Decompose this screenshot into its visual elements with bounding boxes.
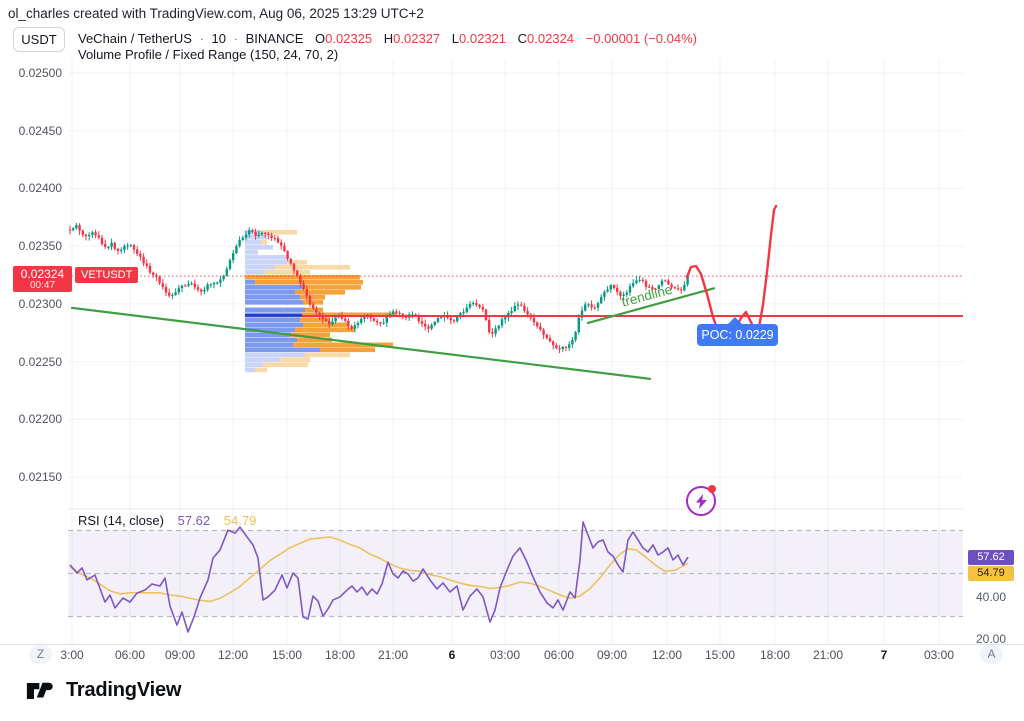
rsi-line [69,521,689,633]
price-tick-label: 0.02500 [18,66,62,80]
separator-dot: · [199,31,204,46]
time-tick-label: 18:00 [324,648,356,662]
low-label: L [451,31,460,46]
rsi-legend[interactable]: RSI (14, close) 57.62 54.79 [78,513,256,528]
symbol-interval[interactable]: 10 [211,31,227,46]
rsi-title: RSI (14, close) [78,513,164,528]
high-value: 0.02327 [393,31,441,46]
low-value: 0.02321 [459,31,507,46]
price-levels [245,314,963,317]
symbol-price-badge: VETUSDT [75,267,139,283]
rsi-plot [68,521,963,633]
volume-profile [245,229,397,373]
rsi-ma-value: 54.79 [223,513,257,528]
separator-dot: · [233,31,238,46]
symbol-name[interactable]: VeChain / TetherUS [78,31,192,46]
time-tick-label: 03:00 [489,648,521,662]
price-tick-label: 0.02350 [18,239,62,254]
open-label: O [315,31,326,46]
poc-callout-text: POC: 0.0229 [701,328,774,342]
attribution-text: ol_charles created with TradingView.com,… [8,6,424,21]
high-label: H [383,31,394,46]
price-tick-label: 0.02200 [18,412,62,427]
time-tick-label: 09:00 [164,648,196,662]
price-tick-label: 0.02450 [18,123,62,138]
close-value: 0.02324 [527,31,575,46]
rsi-scale-label-40: 40.00 [975,590,1007,604]
tradingview-logo: TradingView [26,679,181,702]
time-tick-label: 15:00 [704,648,736,662]
time-tick-label: 06:00 [114,648,146,662]
indicator-title[interactable]: Volume Profile / Fixed Range (150, 24, 7… [78,47,339,62]
time-tick-label: 12:00 [651,648,683,662]
price-tick-label: 0.02250 [18,354,62,369]
change-value: −0.00001 (−0.04%) [585,31,697,46]
time-tick-label: 3:00 [60,648,84,662]
candlesticks [68,222,689,354]
rsi-scale-label-20: 20.00 [975,632,1007,646]
lightning-bolt-icon [695,493,707,509]
tradingview-logo-text: TradingView [66,679,182,701]
symbol-info-row: VeChain / TetherUS · 10 · BINANCE O0.023… [78,31,697,46]
time-tick-label: 12:00 [217,648,249,662]
poc-callout[interactable]: POC: 0.0229 [697,317,778,346]
symbol-exchange: BINANCE [245,31,304,46]
time-tick-label: 03:00 [923,648,955,662]
time-tick-label: 7 [880,648,888,662]
autoscale-button[interactable]: A [980,645,1003,664]
time-tick-label: 18:00 [759,648,791,662]
bar-countdown: 00:47 [29,279,56,291]
current-price-label: 0.02324 00:47 [13,266,72,293]
notification-dot [708,485,716,493]
time-tick-label: 15:00 [271,648,303,662]
rsi-value: 57.62 [177,513,211,528]
open-value: 0.02325 [325,31,373,46]
tradingview-logo-mark [26,682,53,699]
time-tick-label: 06:00 [543,648,575,662]
timezone-button[interactable]: Z [29,645,52,664]
price-tick-label: 0.02150 [18,469,62,484]
time-tick-label: 21:00 [812,648,844,662]
time-tick-label: 09:00 [596,648,628,662]
price-tick-label: 0.02300 [18,296,62,311]
poc-callout-notch [727,317,743,325]
pane-separators [0,508,1024,645]
close-label: C [517,31,528,46]
time-tick-label: 6 [448,648,456,662]
flash-boost-icon[interactable] [686,485,716,516]
price-tick-label: 0.02400 [18,181,62,196]
time-tick-label: 21:00 [377,648,409,662]
rsi-ma-axis-badge: 54.79 [968,566,1014,581]
rsi-axis-badge: 57.62 [968,550,1014,565]
currency-toggle-button[interactable]: USDT [13,27,65,52]
rsi-ma-line [69,536,689,603]
current-price-value: 0.02324 [20,267,65,281]
